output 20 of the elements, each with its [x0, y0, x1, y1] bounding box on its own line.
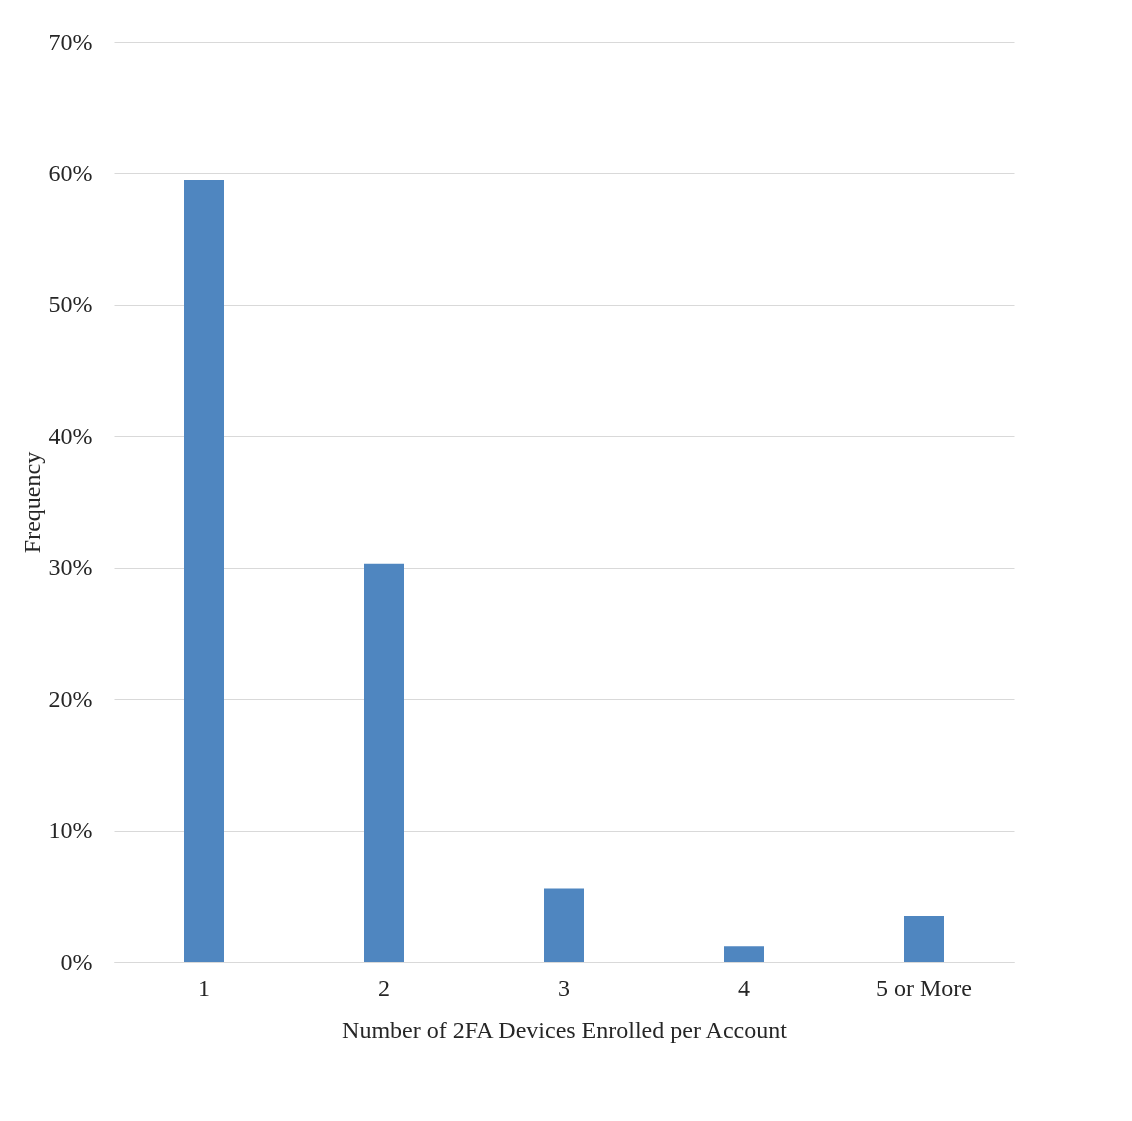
y-tick-label: 60%	[48, 159, 93, 186]
y-tick-label: 0%	[60, 948, 93, 975]
x-tick-label: 4	[738, 974, 750, 1001]
bar	[544, 888, 584, 962]
bar	[724, 946, 764, 962]
y-tick-label: 20%	[48, 685, 93, 712]
y-tick-label: 40%	[48, 422, 93, 449]
x-axis-title: Number of 2FA Devices Enrolled per Account	[342, 1016, 788, 1043]
y-axis-title: Frequency	[18, 451, 45, 554]
y-tick-label: 10%	[48, 817, 93, 844]
y-tick-label: 50%	[48, 291, 93, 318]
bar	[184, 180, 224, 962]
x-tick-label: 3	[558, 974, 570, 1001]
bar	[364, 563, 404, 962]
y-tick-label: 30%	[48, 554, 93, 581]
y-tick-label: 70%	[48, 28, 93, 55]
x-tick-label: 5 or More	[876, 974, 972, 1001]
x-tick-label: 1	[198, 974, 210, 1001]
bar	[904, 916, 944, 962]
x-tick-label: 2	[378, 974, 390, 1001]
